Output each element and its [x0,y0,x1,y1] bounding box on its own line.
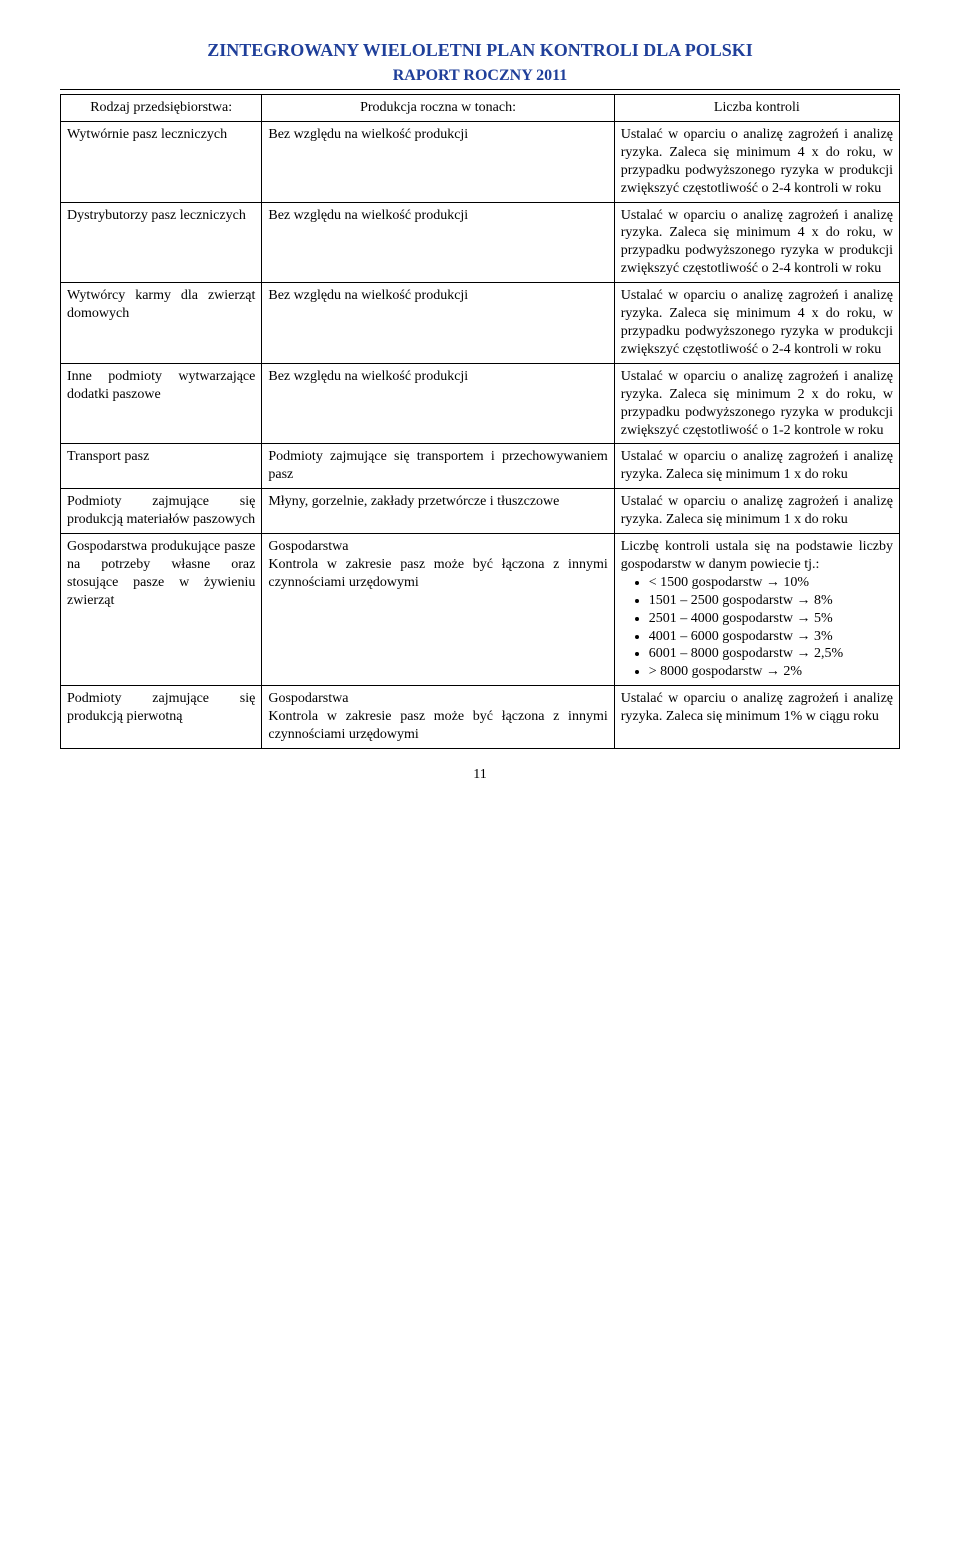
table-cell: Liczbę kontroli ustala się na podstawie … [614,534,899,686]
list-item: 4001 – 6000 gospodarstw → 3% [649,628,893,646]
document-subtitle: RAPORT ROCZNY 2011 [60,67,900,85]
table-cell: Podmioty zajmujące się transportem i prz… [262,444,614,489]
table-row: Podmioty zajmujące się produkcją pierwot… [61,686,900,749]
table-row: Gospodarstwa produkujące pasze na potrze… [61,534,900,686]
table-cell: Wytwórcy karmy dla zwierząt domowych [61,283,262,364]
list-item: 2501 – 4000 gospodarstw → 5% [649,610,893,628]
table-cell: GospodarstwaKontrola w zakresie pasz moż… [262,534,614,686]
table-header-row: Rodzaj przedsiębiorstwa: Produkcja roczn… [61,95,900,122]
document-title: ZINTEGROWANY WIELOLETNI PLAN KONTROLI DL… [60,40,900,61]
table-row: Dystrybutorzy pasz leczniczych Bez wzglę… [61,202,900,283]
table-cell: Ustalać w oparciu o analizę zagrożeń i a… [614,202,899,283]
table-cell: Ustalać w oparciu o analizę zagrożeń i a… [614,686,899,749]
table-cell: Ustalać w oparciu o analizę zagrożeń i a… [614,444,899,489]
table-cell: Podmioty zajmujące się produkcją materia… [61,489,262,534]
table-cell: Ustalać w oparciu o analizę zagrożeń i a… [614,283,899,364]
table-cell: Gospodarstwa produkujące pasze na potrze… [61,534,262,686]
table-cell: Bez względu na wielkość produkcji [262,202,614,283]
table-cell: Ustalać w oparciu o analizę zagrożeń i a… [614,489,899,534]
table-header-cell: Rodzaj przedsiębiorstwa: [61,95,262,122]
table-cell: Inne podmioty wytwarzające dodatki paszo… [61,363,262,444]
list-item: < 1500 gospodarstw → 10% [649,574,893,592]
table-row: Wytwórnie pasz leczniczych Bez względu n… [61,121,900,202]
table-row: Wytwórcy karmy dla zwierząt domowych Bez… [61,283,900,364]
table-cell: Podmioty zajmujące się produkcją pierwot… [61,686,262,749]
list-item: 1501 – 2500 gospodarstw → 8% [649,592,893,610]
table-cell: Dystrybutorzy pasz leczniczych [61,202,262,283]
table-header-cell: Produkcja roczna w tonach: [262,95,614,122]
table-cell: GospodarstwaKontrola w zakresie pasz moż… [262,686,614,749]
table-row: Podmioty zajmujące się produkcją materia… [61,489,900,534]
controls-table: Rodzaj przedsiębiorstwa: Produkcja roczn… [60,94,900,749]
table-cell: Bez względu na wielkość produkcji [262,283,614,364]
table-row: Transport pasz Podmioty zajmujące się tr… [61,444,900,489]
table-cell: Ustalać w oparciu o analizę zagrożeń i a… [614,363,899,444]
page-number: 11 [60,767,900,783]
table-cell: Transport pasz [61,444,262,489]
table-cell-intro: Liczbę kontroli ustala się na podstawie … [621,539,893,572]
table-cell: Ustalać w oparciu o analizę zagrożeń i a… [614,121,899,202]
title-divider [60,89,900,90]
table-cell: Bez względu na wielkość produkcji [262,121,614,202]
table-row: Inne podmioty wytwarzające dodatki paszo… [61,363,900,444]
table-cell: Młyny, gorzelnie, zakłady przetwórcze i … [262,489,614,534]
list-item: 6001 – 8000 gospodarstw → 2,5% [649,645,893,663]
table-cell: Wytwórnie pasz leczniczych [61,121,262,202]
table-cell: Bez względu na wielkość produkcji [262,363,614,444]
table-header-cell: Liczba kontroli [614,95,899,122]
bullet-list: < 1500 gospodarstw → 10% 1501 – 2500 gos… [621,574,893,681]
list-item: > 8000 gospodarstw → 2% [649,663,893,681]
